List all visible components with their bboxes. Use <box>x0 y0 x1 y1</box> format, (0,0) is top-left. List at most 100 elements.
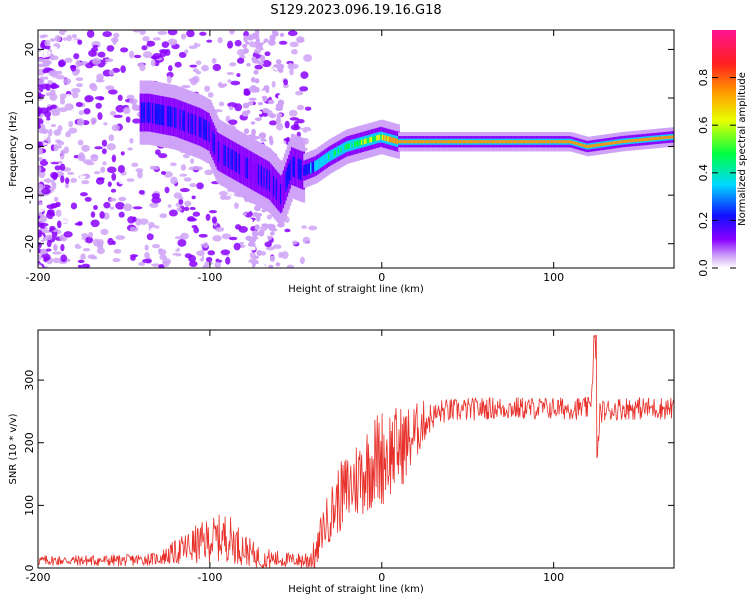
spectrogram-cell <box>47 209 55 216</box>
spectrogram-cell <box>49 225 56 231</box>
spectrogram-cell <box>276 115 281 122</box>
spectrogram-cell <box>120 151 125 156</box>
spectrogram-cell <box>258 132 267 139</box>
spectrogram-cell <box>255 264 261 268</box>
spectrogram-cell <box>39 76 46 80</box>
spectrogram-cell <box>54 35 62 42</box>
spectrogram-cell <box>50 182 57 186</box>
spectrogram-cell <box>211 58 217 64</box>
spectrogram-cell <box>146 233 154 241</box>
spectrogram-cell <box>151 263 161 267</box>
spectrogram-cell <box>204 85 211 92</box>
spectrogram-cell <box>242 43 248 49</box>
spectrogram-cell <box>217 37 223 44</box>
spectrogram-cell <box>38 229 43 238</box>
spectrogram-cell <box>86 165 96 170</box>
spectrogram-cell <box>205 256 213 263</box>
spectrogram-cell <box>264 241 272 248</box>
spectrogram-cell <box>45 234 53 241</box>
spectrogram-cell <box>195 60 202 66</box>
spectrogram-cell <box>202 242 209 249</box>
spectrogram-cell <box>299 256 305 265</box>
spectrogram-cell <box>77 39 83 45</box>
spectrogram-cell <box>254 117 262 122</box>
spectrogram-cell <box>88 49 97 57</box>
spectrogram-cell <box>70 177 77 183</box>
spectrogram-cell <box>253 93 263 97</box>
spectrogram-cell <box>42 60 53 65</box>
spectrogram-cell <box>292 240 298 245</box>
spectrogram-cell <box>124 255 129 263</box>
spectrogram-cell <box>115 104 125 113</box>
spectrogram-cell <box>183 177 192 182</box>
spectrogram-cell <box>101 148 107 155</box>
spectrogram-cell <box>303 54 313 62</box>
spectrogram-cell <box>179 173 188 177</box>
spectrogram-xtick-label: -200 <box>26 271 51 284</box>
colorbar-tick-label: 0.0 <box>697 259 710 277</box>
spectrogram-cell <box>229 62 237 67</box>
spectrogram-cell <box>113 32 120 38</box>
spectrogram-cell <box>275 103 284 109</box>
spectrogram-cell <box>170 255 178 259</box>
spectrogram-cell <box>158 153 168 159</box>
spectrogram-cell <box>68 120 74 128</box>
spectrogram-cell <box>113 114 123 118</box>
spectrogram-cell <box>225 218 231 226</box>
spectrogram-cell <box>284 216 290 224</box>
spectrogram-cell <box>671 135 674 139</box>
spectrogram-cell <box>189 260 198 267</box>
spectrogram-cell <box>99 211 105 219</box>
spectrogram-cell <box>244 120 249 128</box>
spectrogram-ytick-label: 20 <box>23 42 36 56</box>
spectrogram-cell <box>129 138 134 144</box>
spectrogram-cell <box>105 85 115 91</box>
spectrogram-cell <box>83 61 88 65</box>
spectrogram-cell <box>158 248 164 253</box>
spectrogram-cell <box>57 125 63 132</box>
spectrogram-cell <box>88 231 94 238</box>
spectrogram-cell <box>85 236 94 244</box>
spectrogram-cell <box>236 258 242 265</box>
spectrogram-cell <box>58 107 68 113</box>
spectrogram-cell <box>81 263 90 268</box>
spectrogram-cell <box>52 251 62 255</box>
spectrogram-cell <box>207 92 214 98</box>
spectrogram-cell <box>256 212 263 217</box>
spectrogram-cell <box>73 53 80 60</box>
spectrogram-cell <box>304 106 312 111</box>
spectrogram-cell <box>75 101 83 108</box>
spectrogram-cell <box>194 244 203 253</box>
spectrogram-cell <box>49 179 56 183</box>
spectrogram-cell <box>64 31 71 36</box>
spectrogram-cell <box>103 201 111 209</box>
spectrogram-cell <box>57 140 65 146</box>
spectrogram-cell <box>142 258 152 264</box>
spectrogram-cell <box>38 183 44 189</box>
spectrogram-cell <box>250 77 256 83</box>
spectrogram-cell <box>60 149 65 156</box>
spectrogram-cell <box>49 93 58 101</box>
spectrogram-cell <box>74 222 83 226</box>
spectrogram-cell <box>250 121 256 125</box>
spectrogram-cell <box>289 117 300 121</box>
spectrogram-cell <box>61 219 69 224</box>
spectrogram-cell <box>228 119 238 125</box>
spectrogram-cell <box>251 128 257 136</box>
spectrogram-cell <box>111 154 117 163</box>
spectrogram-cell <box>196 39 203 45</box>
spectrogram-cell <box>144 244 149 251</box>
spectrogram-cell <box>38 170 46 179</box>
spectrogram-cell <box>258 229 265 237</box>
spectrogram-cell <box>85 161 95 166</box>
spectrogram-cell <box>246 62 251 67</box>
spectrogram-cell <box>54 165 62 171</box>
spectrogram-cell <box>58 61 65 68</box>
spectrogram-cell <box>277 63 285 70</box>
spectrogram-cell <box>86 30 95 38</box>
snr-ticks: -200 -100 0 100 0 100 200 300 <box>23 330 674 584</box>
spectrogram-cell <box>275 262 281 267</box>
spectrogram-cell <box>38 141 44 148</box>
spectrogram-cell <box>191 225 198 229</box>
spectrogram-cell <box>301 111 310 117</box>
